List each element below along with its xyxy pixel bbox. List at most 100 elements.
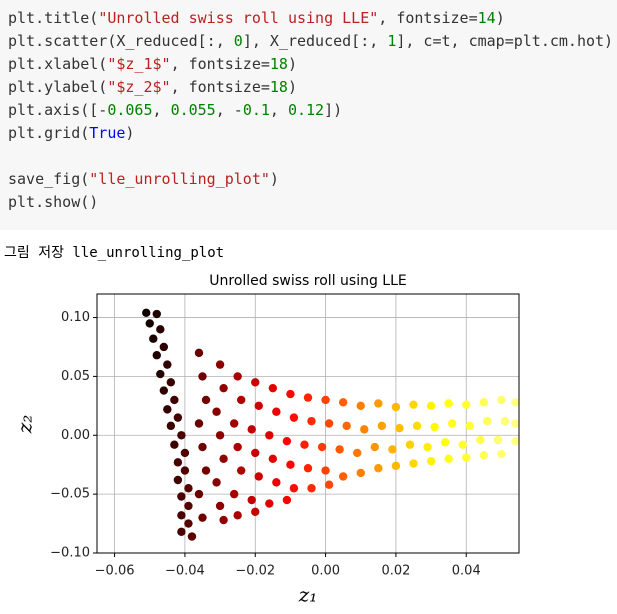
chart-title: Unrolled swiss roll using LLE <box>209 273 407 289</box>
point <box>156 325 165 334</box>
y-tick-label: 0.05 <box>61 369 90 384</box>
code-token: 18 <box>270 78 288 96</box>
point <box>236 466 246 475</box>
point <box>444 399 453 408</box>
code-token: plt.grid( <box>8 124 89 142</box>
x-tick-label: −0.04 <box>165 564 205 579</box>
point <box>268 454 278 464</box>
point <box>303 464 313 473</box>
point <box>229 419 239 428</box>
point <box>170 395 179 405</box>
point <box>272 407 281 416</box>
point <box>163 405 172 414</box>
point <box>173 458 183 467</box>
point <box>479 398 489 407</box>
y-tick-label: −0.10 <box>50 546 90 561</box>
point <box>152 309 161 319</box>
point <box>426 456 436 466</box>
point <box>511 398 519 407</box>
code-line: plt.title("Unrolled swiss roll using LLE… <box>8 9 505 27</box>
code-token: 0.065 <box>107 101 152 119</box>
point <box>219 515 228 525</box>
point <box>338 398 348 407</box>
point <box>198 442 207 452</box>
code-line: plt.axis([-0.065, 0.055, -0.1, 0.12]) <box>8 101 342 119</box>
point <box>444 454 453 464</box>
point <box>289 413 299 422</box>
point <box>286 460 295 469</box>
point <box>307 416 316 426</box>
point <box>236 395 246 405</box>
y-tick-label: 0.00 <box>61 428 90 443</box>
point <box>282 436 292 446</box>
point <box>212 478 221 487</box>
point <box>465 421 474 431</box>
code-token: plt.title( <box>8 9 98 27</box>
point <box>483 416 492 426</box>
point <box>201 395 211 405</box>
point <box>500 416 510 426</box>
point <box>265 499 274 508</box>
point <box>338 472 348 481</box>
code-token: 0.1 <box>243 101 270 119</box>
point <box>229 489 239 499</box>
output-text: 그림 저장 lle_unrolling_plot <box>4 245 224 261</box>
code-token: , <box>153 101 171 119</box>
code-token: ], c=t, cmap=plt.cm.hot) <box>396 32 613 50</box>
point <box>391 461 401 471</box>
point <box>440 438 450 447</box>
code-token: ) <box>270 170 279 188</box>
point <box>511 436 519 446</box>
point <box>170 440 179 449</box>
code-token: "lle_unrolling_plot" <box>89 170 270 188</box>
point <box>335 445 344 454</box>
point <box>215 501 225 511</box>
point <box>233 442 242 452</box>
point <box>180 466 190 475</box>
point <box>423 442 432 452</box>
point <box>324 419 334 428</box>
point <box>159 386 169 395</box>
y-axis-label: z₂ <box>13 415 37 435</box>
point <box>321 395 330 405</box>
code-token: 14 <box>478 9 496 27</box>
point <box>272 478 281 487</box>
point <box>353 448 362 458</box>
code-token: plt.xlabel( <box>8 55 107 73</box>
point <box>180 448 190 458</box>
point <box>212 407 221 416</box>
x-tick-label: 0.02 <box>381 564 410 579</box>
point <box>268 383 278 393</box>
point <box>219 454 228 464</box>
point <box>184 484 193 493</box>
point <box>447 419 457 428</box>
point <box>286 389 295 399</box>
point <box>184 501 193 511</box>
y-tick-label: −0.05 <box>50 487 90 502</box>
point <box>430 422 439 432</box>
points <box>142 308 519 541</box>
code-token: ) <box>125 124 134 142</box>
code-token: , fontsize= <box>171 78 270 96</box>
point <box>254 401 263 411</box>
point <box>412 421 422 431</box>
x-axis-label: z₁ <box>298 583 318 607</box>
code-token: , <box>270 101 288 119</box>
code-token: , - <box>216 101 243 119</box>
code-token: save_fig( <box>8 170 89 188</box>
point <box>360 425 369 434</box>
point <box>479 451 489 460</box>
point <box>282 495 292 505</box>
point <box>177 527 186 537</box>
code-token: ) <box>288 55 297 73</box>
x-tick-label: −0.02 <box>235 564 275 579</box>
point <box>317 442 327 452</box>
point <box>247 425 256 434</box>
code-token: ) <box>496 9 505 27</box>
point <box>194 348 204 358</box>
code-token: 0.12 <box>288 101 324 119</box>
point <box>152 351 161 360</box>
point <box>142 308 151 318</box>
